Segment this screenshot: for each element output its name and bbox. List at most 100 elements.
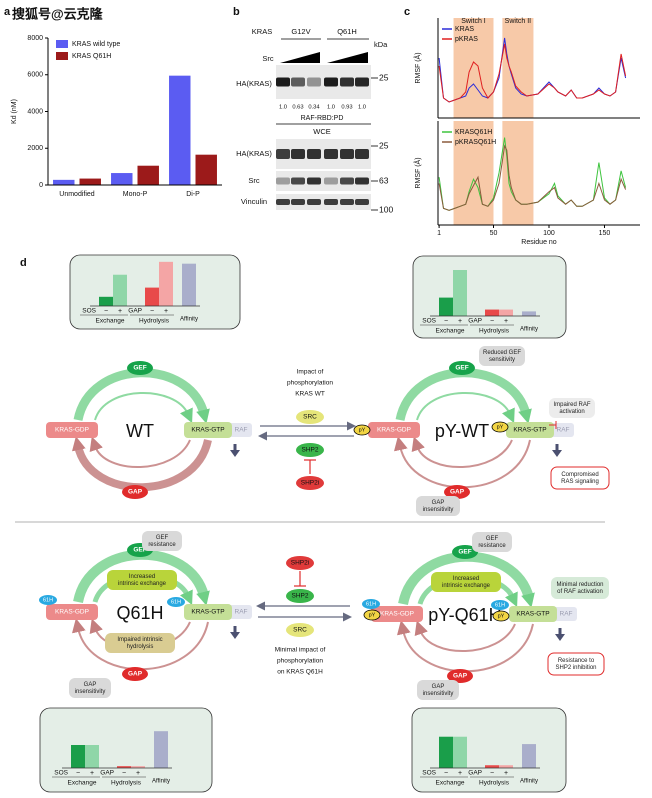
band [324, 77, 338, 87]
y-tick-label: 4000 [27, 108, 43, 115]
signal-arrow-head [230, 632, 240, 639]
label: pY [497, 424, 504, 430]
band [276, 199, 290, 205]
shp2-node [296, 443, 324, 457]
kras-gdp-node [46, 604, 98, 620]
rmsf-line [438, 37, 627, 103]
row-label: GAP [468, 770, 482, 777]
condition-label: − [490, 318, 494, 325]
label: Increased [129, 574, 155, 580]
bar [79, 178, 101, 185]
label: on KRAS Q61H [277, 669, 323, 676]
label: Reduced GEF [483, 350, 521, 356]
label: activation [559, 409, 584, 415]
label: SHP2i [291, 560, 309, 567]
band [307, 77, 321, 87]
condition-label: − [150, 308, 154, 315]
legend-label: KRAS Q61H [72, 53, 111, 60]
label: resistance [148, 542, 176, 548]
bar [499, 765, 513, 768]
marker-label: 100 [379, 204, 393, 214]
label: SHP2 [302, 447, 319, 454]
label: SHP2 inhibition [555, 665, 596, 671]
region-label: Switch II [505, 18, 532, 25]
legend-label: KRASQ61H [455, 129, 492, 136]
x-tick-label: 100 [543, 230, 555, 237]
bar [53, 179, 75, 185]
panel-label: b [233, 6, 240, 18]
note-box [107, 570, 177, 590]
state-name: WT [126, 421, 154, 441]
bar [145, 287, 159, 306]
label: Increased [453, 576, 479, 582]
label: phosphorylation [277, 658, 323, 665]
label: RAF [235, 427, 248, 434]
label: KRAS-GTP [513, 427, 546, 434]
condition-label: Affinity [180, 317, 198, 323]
bar [485, 765, 499, 768]
group-label: Hydrolysis [139, 318, 170, 325]
py-tag [492, 610, 510, 622]
band [340, 149, 354, 159]
x-tick-label: Unmodified [59, 191, 95, 198]
label: 61H [495, 602, 505, 608]
note-box [142, 531, 182, 551]
note-box [472, 532, 512, 552]
label: RAF [557, 427, 570, 434]
row-label: GAP [100, 770, 114, 777]
kras-gtp-node [184, 604, 232, 620]
label: Impaired RAF [553, 402, 590, 408]
y-tick-label: 0 [39, 182, 43, 189]
bar [182, 263, 196, 306]
legend-swatch [56, 52, 68, 60]
label: hydrolysis [127, 644, 154, 650]
assay-label: RAF-RBD:PD [301, 115, 344, 122]
y-tick-label: 8000 [27, 35, 43, 42]
condition-label: Affinity [520, 327, 538, 333]
label: GAP [432, 500, 445, 506]
gef-node [127, 361, 153, 375]
label: KRAS WT [295, 391, 325, 398]
row-label: GAP [468, 318, 482, 325]
label: KRAS-GDP [55, 609, 89, 616]
group-label: Q61H [337, 27, 357, 36]
group-label: Hydrolysis [111, 780, 142, 787]
bar [159, 261, 173, 306]
condition-label: − [76, 770, 80, 777]
row-label: SOS [422, 770, 436, 777]
x-axis-label: Residue no [521, 239, 557, 246]
band [355, 149, 369, 159]
label: KRAS-GDP [55, 427, 89, 434]
label: KRAS-GTP [516, 611, 549, 618]
band [340, 77, 354, 87]
gef-node [449, 361, 475, 375]
x-tick-label: 150 [599, 230, 611, 237]
note-box [547, 652, 605, 676]
condition-label: − [444, 318, 448, 325]
gap-node [444, 485, 470, 499]
panel-label: a [4, 6, 11, 18]
band [291, 199, 305, 205]
shp2-node [286, 589, 314, 603]
label: insensitivity [423, 691, 454, 697]
quantification: 1.0 [279, 105, 287, 111]
condition-label: − [490, 770, 494, 777]
label: 61H [43, 597, 53, 603]
note-box [417, 680, 459, 700]
band [291, 77, 305, 87]
kras-gtp-node [509, 606, 557, 622]
panel-label: d [20, 257, 27, 269]
gap-node [447, 669, 473, 683]
y-tick-label: 2000 [27, 145, 43, 152]
gap-node [122, 667, 148, 681]
switch-region [453, 18, 494, 118]
kras-gdp-node [368, 422, 420, 438]
label: KRAS-GDP [377, 427, 411, 434]
label: GEF [458, 549, 471, 556]
signal-arrow-head [230, 450, 240, 457]
summary-box [39, 707, 213, 793]
y-tick-label: 6000 [27, 72, 43, 79]
